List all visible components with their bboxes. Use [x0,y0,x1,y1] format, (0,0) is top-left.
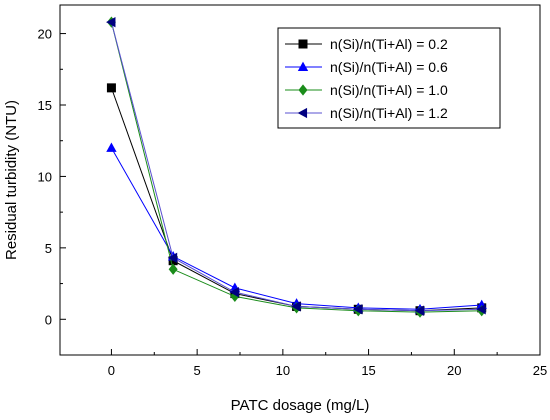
x-tick-label: 10 [276,363,290,378]
legend-marker [297,107,308,119]
data-point [352,304,363,315]
legend-label: n(Si)/n(Ti+Al) = 0.2 [330,36,448,52]
plot-frame [59,4,541,356]
data-point [476,304,486,315]
x-tick-label: 25 [533,363,547,378]
x-tick-label: 5 [194,363,201,378]
series-line [110,147,482,310]
x-tick-label: 15 [361,363,375,378]
legend-marker [298,84,308,96]
y-axis-label: Residual turbidity (NTU) [3,100,20,260]
data-point [106,83,116,93]
y-tick-label: 20 [38,27,52,42]
series-layer [106,16,487,318]
data-point [291,301,301,312]
y-tick-label: 5 [45,241,52,256]
legend-box [277,27,501,129]
data-point [229,286,239,298]
legend-label: n(Si)/n(Ti+Al) = 1.2 [330,105,448,121]
data-point [106,142,117,152]
legend-item: n(Si)/n(Ti+Al) = 0.2 [285,36,448,52]
x-tick-label: 20 [447,363,461,378]
data-point [168,263,178,275]
series-4 [106,16,486,316]
data-point [414,305,425,316]
series-2 [106,142,487,314]
legend-item: n(Si)/n(Ti+Al) = 0.6 [285,59,448,75]
legend-label: n(Si)/n(Ti+Al) = 0.6 [330,59,448,75]
x-axis-label: PATC dosage (mg/L) [231,397,370,414]
axis-ticks: 0 5 10 15 20 25 0 5 10 15 20 [38,27,548,378]
data-point [167,252,178,264]
legend-item: n(Si)/n(Ti+Al) = 1.0 [285,82,448,98]
legend-item: n(Si)/n(Ti+Al) = 1.2 [285,105,448,121]
y-tick-label: 10 [38,169,52,184]
legend-label: n(Si)/n(Ti+Al) = 1.0 [330,82,448,98]
data-point [106,16,116,28]
legend-marker [298,39,308,49]
y-tick-label: 0 [45,312,52,327]
legend: n(Si)/n(Ti+Al) = 0.2 n(Si)/n(Ti+Al) = 0.6… [277,27,501,129]
legend-marker [297,61,309,72]
y-tick-label: 15 [38,98,52,113]
x-tick-label: 0 [108,363,115,378]
